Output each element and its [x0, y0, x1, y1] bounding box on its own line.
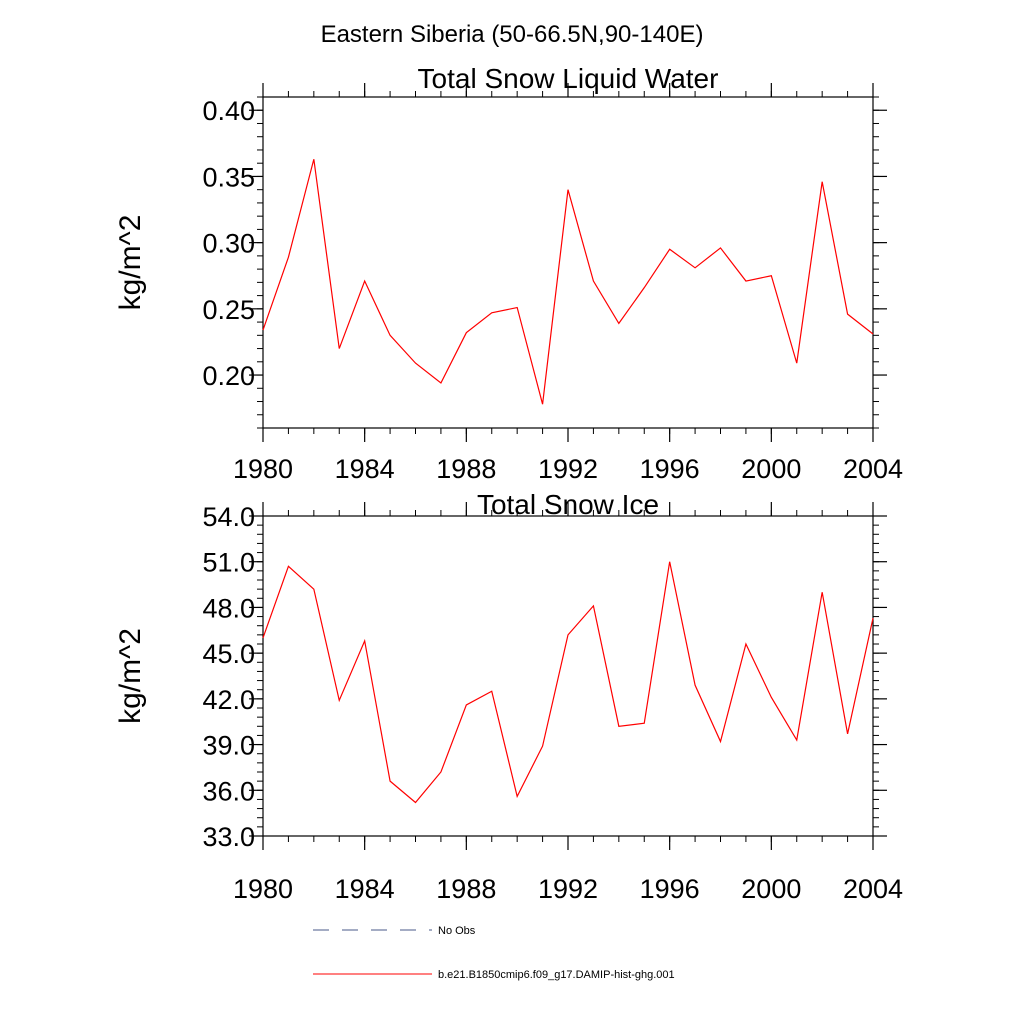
- data-point: [693, 266, 696, 269]
- data-point: [363, 639, 366, 642]
- data-point: [719, 740, 722, 743]
- legend-label: b.e21.B1850cmip6.f09_g17.DAMIP-hist-ghg.…: [438, 969, 675, 981]
- x-tick-label: 2000: [741, 454, 801, 484]
- x-tick-label: 1984: [335, 454, 395, 484]
- data-point: [668, 560, 671, 563]
- data-point: [363, 279, 366, 282]
- data-point: [693, 684, 696, 687]
- y-tick-label: 33.0: [202, 822, 255, 852]
- data-point: [592, 279, 595, 282]
- chart-panel-2: Total Snow Ice33.036.039.042.045.048.051…: [114, 489, 903, 904]
- data-point: [821, 180, 824, 183]
- data-point: [668, 248, 671, 251]
- data-point: [388, 780, 391, 783]
- data-point: [541, 744, 544, 747]
- data-point: [287, 256, 290, 259]
- data-point: [516, 306, 519, 309]
- data-point: [871, 332, 874, 335]
- x-tick-label: 2004: [843, 874, 903, 904]
- data-point: [643, 286, 646, 289]
- x-tick-label: 1996: [640, 874, 700, 904]
- data-point: [465, 703, 468, 706]
- data-point: [770, 274, 773, 277]
- chart-panel-1: Total Snow Liquid Water0.200.250.300.350…: [114, 63, 903, 484]
- data-point: [770, 696, 773, 699]
- y-tick-label: 51.0: [202, 548, 255, 578]
- data-point: [287, 565, 290, 568]
- legend-label: No Obs: [438, 925, 476, 937]
- data-point: [617, 322, 620, 325]
- data-point: [821, 591, 824, 594]
- data-point: [744, 279, 747, 282]
- plot-frame: [262, 96, 874, 429]
- data-point: [414, 801, 417, 804]
- y-tick-label: 0.40: [202, 96, 255, 126]
- data-point: [643, 722, 646, 725]
- data-point: [795, 738, 798, 741]
- x-tick-label: 1988: [436, 454, 496, 484]
- y-tick-label: 0.35: [202, 162, 255, 192]
- data-point: [338, 347, 341, 350]
- series-line: [262, 561, 874, 804]
- x-tick-label: 1992: [538, 874, 598, 904]
- plot-frame: [262, 515, 874, 837]
- data-point: [516, 795, 519, 798]
- data-point: [566, 188, 569, 191]
- data-point: [261, 328, 264, 331]
- data-point: [871, 616, 874, 619]
- x-tick-label: 1988: [436, 874, 496, 904]
- y-tick-label: 0.20: [202, 361, 255, 391]
- data-point: [795, 362, 798, 365]
- x-tick-label: 2000: [741, 874, 801, 904]
- y-tick-label: 39.0: [202, 731, 255, 761]
- y-tick-label: 54.0: [202, 502, 255, 532]
- data-point: [261, 636, 264, 639]
- x-tick-label: 1980: [233, 454, 293, 484]
- data-point: [744, 642, 747, 645]
- data-point: [490, 690, 493, 693]
- data-point: [592, 604, 595, 607]
- y-axis-label: kg/m^2: [114, 215, 147, 311]
- data-point: [490, 311, 493, 314]
- data-point: [846, 732, 849, 735]
- data-point: [312, 158, 315, 161]
- y-tick-label: 45.0: [202, 639, 255, 669]
- y-tick-label: 0.25: [202, 295, 255, 325]
- y-axis-label: kg/m^2: [114, 628, 147, 724]
- x-tick-label: 1996: [640, 454, 700, 484]
- data-point: [719, 246, 722, 249]
- data-point: [338, 699, 341, 702]
- x-tick-label: 2004: [843, 454, 903, 484]
- data-point: [439, 381, 442, 384]
- data-point: [439, 770, 442, 773]
- x-tick-label: 1980: [233, 874, 293, 904]
- data-point: [388, 334, 391, 337]
- data-point: [465, 331, 468, 334]
- figure-title: Eastern Siberia (50-66.5N,90-140E): [321, 21, 704, 48]
- data-point: [846, 313, 849, 316]
- data-point: [312, 588, 315, 591]
- series-line: [262, 159, 874, 405]
- x-tick-label: 1992: [538, 454, 598, 484]
- data-point: [414, 362, 417, 365]
- data-point: [617, 725, 620, 728]
- data-point: [541, 403, 544, 406]
- y-tick-label: 48.0: [202, 593, 255, 623]
- data-point: [566, 633, 569, 636]
- x-tick-label: 1984: [335, 874, 395, 904]
- y-tick-label: 36.0: [202, 776, 255, 806]
- y-tick-label: 0.30: [202, 229, 255, 259]
- y-tick-label: 42.0: [202, 685, 255, 715]
- legend: No Obs b.e21.B1850cmip6.f09_g17.DAMIP-his…: [313, 925, 675, 981]
